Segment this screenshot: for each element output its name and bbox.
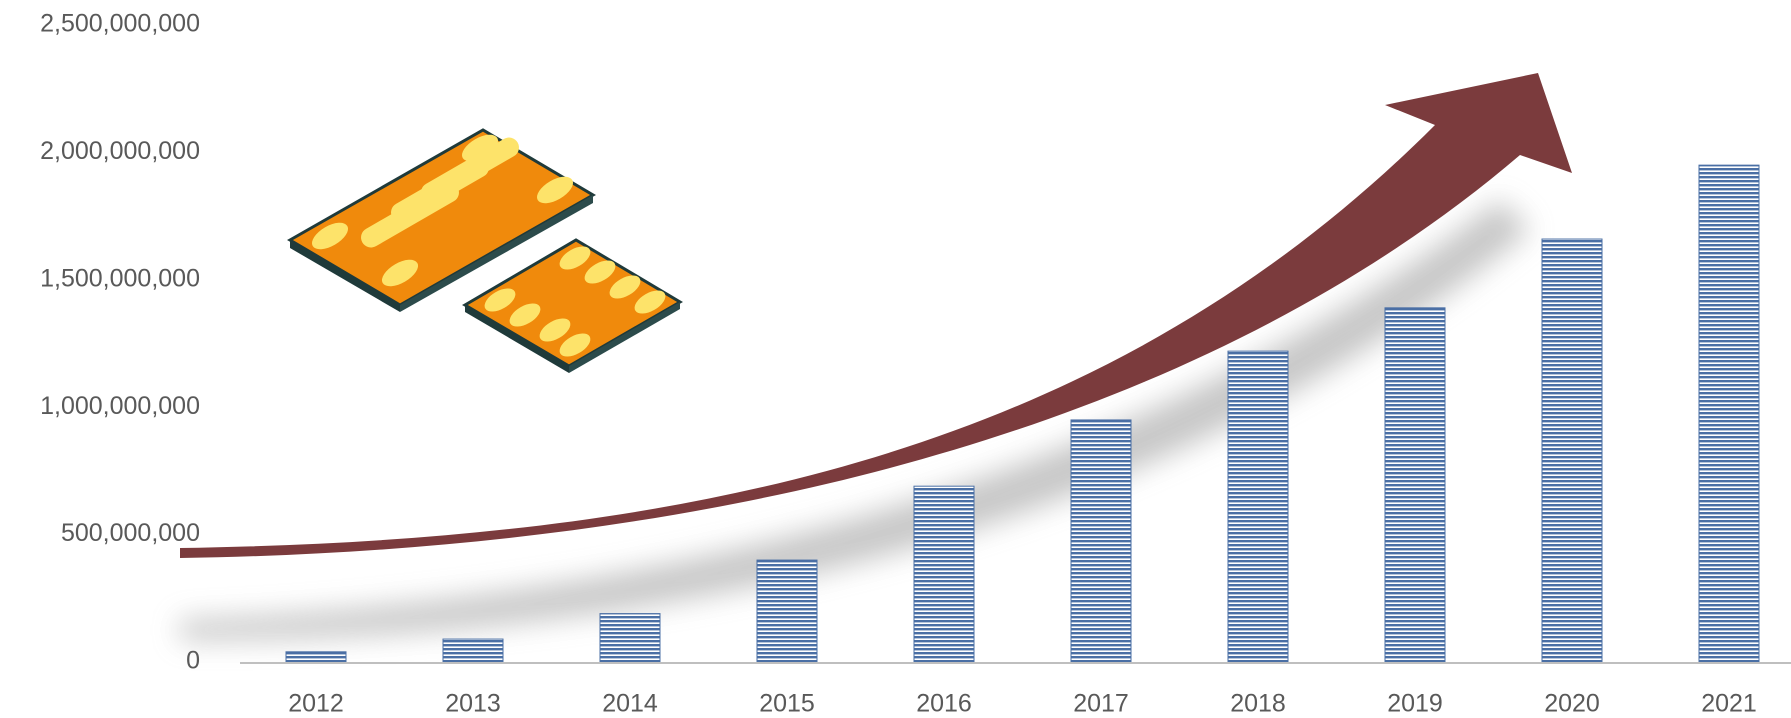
x-tick-label: 2019 bbox=[1387, 690, 1443, 718]
bar bbox=[1541, 238, 1603, 663]
x-tick-label: 2020 bbox=[1544, 690, 1600, 718]
bar bbox=[599, 613, 661, 663]
growth-arrow bbox=[180, 73, 1572, 558]
bar bbox=[1070, 419, 1132, 663]
x-tick-label: 2013 bbox=[445, 690, 501, 718]
y-tick-label: 500,000,000 bbox=[61, 519, 200, 547]
x-tick-label: 2021 bbox=[1701, 690, 1757, 718]
y-tick-label: 2,000,000,000 bbox=[40, 137, 200, 165]
x-tick-label: 2014 bbox=[602, 690, 658, 718]
y-tick-label: 1,000,000,000 bbox=[40, 392, 200, 420]
bar bbox=[442, 638, 504, 663]
bar bbox=[285, 651, 347, 663]
x-tick-label: 2018 bbox=[1230, 690, 1286, 718]
x-tick-label: 2017 bbox=[1073, 690, 1129, 718]
bar bbox=[1384, 307, 1446, 663]
x-tick-label: 2016 bbox=[916, 690, 972, 718]
y-tick-label: 2,500,000,000 bbox=[40, 10, 200, 38]
arrow-shadow bbox=[180, 200, 1530, 640]
bar bbox=[756, 559, 818, 663]
y-tick-label: 0 bbox=[186, 647, 200, 675]
chip-illustration bbox=[287, 128, 683, 373]
bar bbox=[1698, 164, 1760, 663]
bar bbox=[913, 485, 975, 663]
bar bbox=[1227, 350, 1289, 663]
y-tick-label: 1,500,000,000 bbox=[40, 264, 200, 292]
x-tick-label: 2015 bbox=[759, 690, 815, 718]
x-tick-label: 2012 bbox=[288, 690, 344, 718]
